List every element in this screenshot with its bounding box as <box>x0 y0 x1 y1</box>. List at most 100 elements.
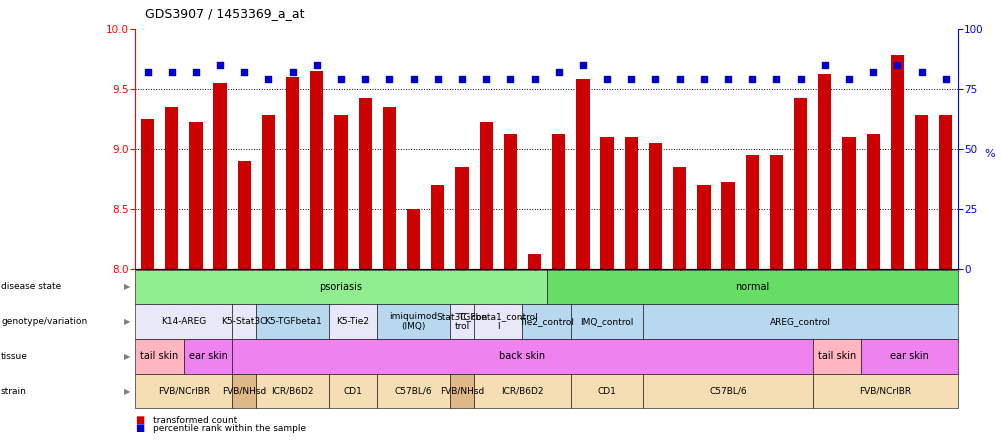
Bar <box>769 155 783 269</box>
Text: AREG_control: AREG_control <box>770 317 831 326</box>
Text: C57BL/6: C57BL/6 <box>395 387 432 396</box>
Text: TGFbeta1_control
l: TGFbeta1_control l <box>458 312 538 331</box>
Point <box>840 75 856 83</box>
Text: ear skin: ear skin <box>889 352 928 361</box>
Bar <box>334 115 348 269</box>
Text: psoriasis: psoriasis <box>320 281 362 292</box>
Point <box>454 75 470 83</box>
Bar <box>527 254 541 269</box>
Point <box>743 75 760 83</box>
Bar <box>165 107 178 269</box>
Text: ▶: ▶ <box>124 352 130 361</box>
Point <box>381 75 397 83</box>
Y-axis label: %: % <box>983 149 994 159</box>
Text: ICR/B6D2: ICR/B6D2 <box>272 387 314 396</box>
Bar <box>383 107 396 269</box>
Text: ▶: ▶ <box>124 317 130 326</box>
Text: percentile rank within the sample: percentile rank within the sample <box>153 424 307 433</box>
Point <box>236 68 253 75</box>
Text: back skin: back skin <box>499 352 545 361</box>
Point <box>357 75 373 83</box>
Text: genotype/variation: genotype/variation <box>1 317 87 326</box>
Point <box>865 68 881 75</box>
Bar <box>455 167 468 269</box>
Bar <box>576 79 589 269</box>
Text: GDS3907 / 1453369_a_at: GDS3907 / 1453369_a_at <box>145 7 305 20</box>
Point <box>792 75 808 83</box>
Text: Stat3C_con
trol: Stat3C_con trol <box>436 312 487 331</box>
Point <box>719 75 735 83</box>
Bar <box>431 185 444 269</box>
Text: strain: strain <box>1 387 27 396</box>
Point <box>285 68 301 75</box>
Text: tail skin: tail skin <box>140 352 178 361</box>
Point <box>574 61 590 68</box>
Text: ■: ■ <box>135 424 144 433</box>
Bar <box>189 123 202 269</box>
Bar <box>358 99 372 269</box>
Bar <box>720 182 734 269</box>
Bar <box>890 55 903 269</box>
Point <box>187 68 203 75</box>
Point <box>768 75 784 83</box>
Text: ear skin: ear skin <box>188 352 227 361</box>
Text: K5-Stat3C: K5-Stat3C <box>221 317 267 326</box>
Bar <box>914 115 927 269</box>
Point <box>211 61 227 68</box>
Point <box>889 61 905 68</box>
Bar <box>262 115 275 269</box>
Bar <box>648 143 661 269</box>
Text: CD1: CD1 <box>597 387 616 396</box>
Text: tissue: tissue <box>1 352 28 361</box>
Point <box>671 75 687 83</box>
Text: tail skin: tail skin <box>817 352 855 361</box>
Text: ▶: ▶ <box>124 387 130 396</box>
Bar <box>140 119 154 269</box>
Text: K14-AREG: K14-AREG <box>161 317 206 326</box>
Bar <box>551 135 565 269</box>
Text: ▶: ▶ <box>124 282 130 291</box>
Point <box>647 75 663 83</box>
Bar <box>794 99 807 269</box>
Point <box>478 75 494 83</box>
Bar <box>286 77 299 269</box>
Bar <box>213 83 226 269</box>
Point <box>622 75 638 83</box>
Bar <box>938 115 952 269</box>
Text: normal: normal <box>734 281 769 292</box>
Point <box>309 61 325 68</box>
Text: FVB/NCrIBR: FVB/NCrIBR <box>157 387 209 396</box>
Point <box>550 68 566 75</box>
Text: C57BL/6: C57BL/6 <box>708 387 746 396</box>
Bar <box>672 167 685 269</box>
Point <box>913 68 929 75</box>
Point <box>526 75 542 83</box>
Bar <box>744 155 759 269</box>
Bar <box>600 137 613 269</box>
Bar <box>624 137 637 269</box>
Bar <box>479 123 492 269</box>
Point <box>598 75 614 83</box>
Text: K5-Tie2: K5-Tie2 <box>337 317 370 326</box>
Text: CD1: CD1 <box>344 387 362 396</box>
Point <box>429 75 445 83</box>
Text: FVB/NHsd: FVB/NHsd <box>440 387 484 396</box>
Text: disease state: disease state <box>1 282 61 291</box>
Text: FVB/NCrIBR: FVB/NCrIBR <box>859 387 911 396</box>
Text: FVB/NHsd: FVB/NHsd <box>221 387 267 396</box>
Text: IMQ_control: IMQ_control <box>580 317 633 326</box>
Text: imiquimod
(IMQ): imiquimod (IMQ) <box>389 312 437 331</box>
Point <box>937 75 953 83</box>
Point <box>695 75 711 83</box>
Point <box>333 75 349 83</box>
Point <box>816 61 832 68</box>
Point <box>405 75 421 83</box>
Bar <box>310 71 324 269</box>
Bar <box>696 185 709 269</box>
Text: transformed count: transformed count <box>153 416 237 425</box>
Text: ICR/B6D2: ICR/B6D2 <box>501 387 543 396</box>
Bar <box>503 135 516 269</box>
Point <box>139 68 155 75</box>
Point <box>163 68 179 75</box>
Bar <box>237 161 250 269</box>
